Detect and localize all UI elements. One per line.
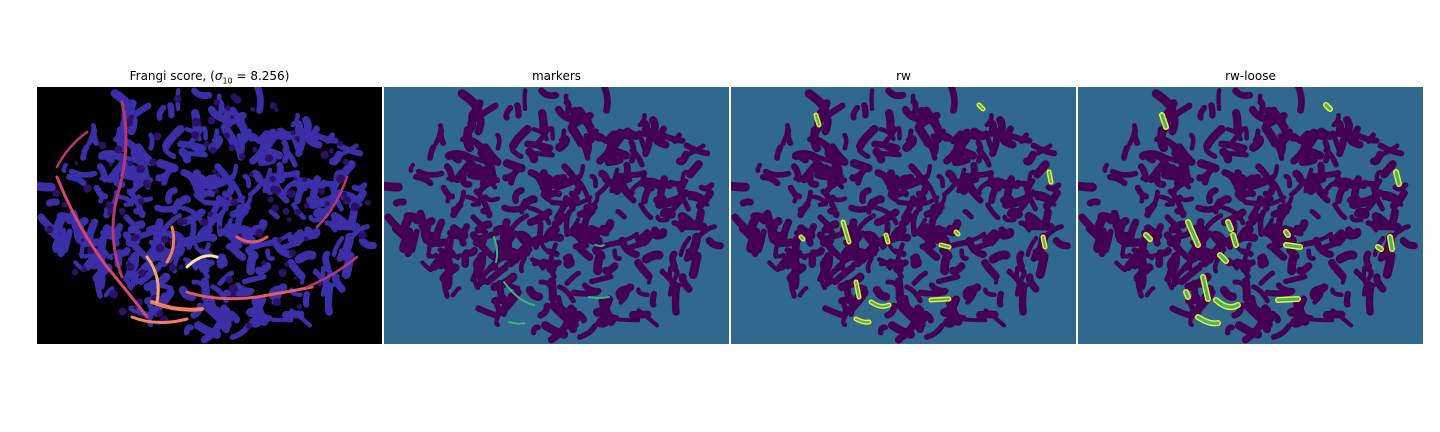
rw-loose-vessel-segments	[1143, 102, 1402, 327]
sigma-symbol: σ	[214, 69, 223, 83]
vessel-highlights	[55, 100, 359, 324]
rw-loose-image	[1078, 87, 1423, 344]
brain-texture-rw	[731, 87, 1071, 344]
rw-title: rw	[896, 69, 911, 83]
rw-image	[731, 87, 1076, 344]
frangi-score-title: Frangi score, (σ10 = 8.256)	[37, 69, 382, 85]
rw-loose-title: rw-loose	[1225, 69, 1276, 83]
marker-strokes	[493, 236, 610, 325]
markers-canvas	[384, 87, 729, 344]
brain-texture-rw-loose	[1078, 87, 1418, 344]
frangi-score-canvas	[37, 87, 382, 344]
markers-title: markers	[531, 69, 582, 83]
rw-vessel-segments	[798, 102, 1054, 325]
brain-texture-markers	[384, 87, 724, 344]
markers-image	[384, 87, 729, 344]
frangi-title-suffix: = 8.256)	[232, 69, 290, 83]
rw-loose-canvas	[1078, 87, 1423, 344]
rw-canvas	[731, 87, 1076, 344]
frangi-title-prefix: Frangi score, (	[129, 69, 215, 83]
frangi-score-image	[37, 87, 382, 344]
sigma-subscript: 10	[222, 76, 233, 86]
